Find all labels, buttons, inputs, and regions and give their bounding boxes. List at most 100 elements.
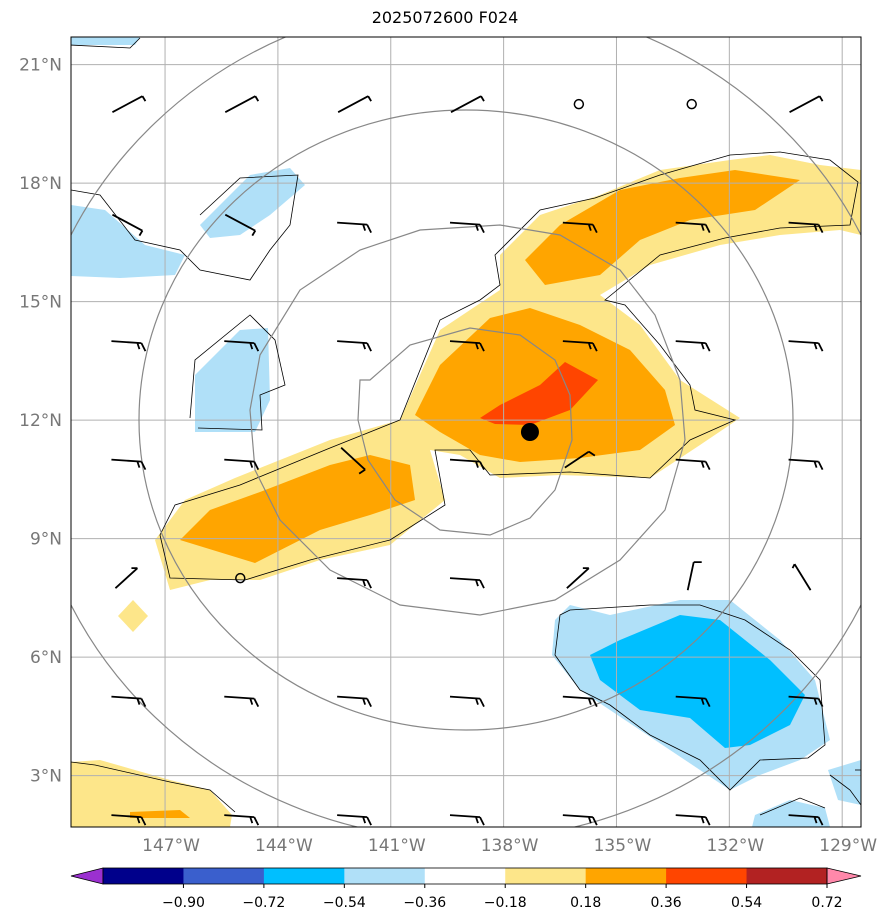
positive-region-small-diamond [118, 600, 148, 632]
positive-red-core [480, 362, 598, 425]
wind-barb [788, 458, 824, 471]
wind-barb [562, 221, 598, 234]
wind-barb [675, 695, 711, 708]
map-frame [70, 36, 862, 828]
wind-barb [562, 340, 598, 352]
negative-region-mid-west [195, 328, 270, 432]
wind-barb [564, 450, 596, 469]
colorbar-tick-label: 0.72 [811, 895, 842, 911]
wind-barb [789, 95, 824, 113]
colorbar-segment [183, 868, 265, 884]
contour-lines [71, 37, 861, 816]
wind-barb [111, 458, 147, 471]
wind-barb [675, 814, 711, 826]
wind-barb [675, 221, 711, 234]
wind-barb [337, 577, 372, 589]
gridlines [71, 37, 861, 827]
colorbar-extend-high [826, 867, 862, 885]
shaded-field [71, 37, 861, 827]
calm-markers [235, 98, 697, 584]
colorbar-tick-label: 0.36 [651, 895, 682, 911]
colorbar-segment [424, 868, 506, 884]
colorbar-segment [585, 868, 667, 884]
colorbar-tick-label: 0.54 [731, 895, 762, 911]
wind-barb [337, 95, 372, 113]
wind-barb [450, 95, 485, 113]
wind-barb [224, 814, 260, 826]
colorbar-tick-label: −0.18 [484, 895, 527, 911]
wind-barb [449, 695, 485, 708]
colorbar: −0.90 −0.72 −0.54 −0.36 −0.18 0.18 0.36 0.54 0.7… [70, 867, 862, 911]
longitude-tick-label: 138°W [481, 836, 539, 856]
colorbar-tick-label: −0.36 [403, 895, 446, 911]
positive-orange-sw-strip [130, 810, 190, 818]
wind-barb [337, 340, 372, 352]
wind-barb [791, 563, 812, 591]
colorbar-extend-low [70, 867, 104, 885]
positive-orange-band-west [180, 455, 415, 563]
latitude-tick-label: 6°N [30, 648, 62, 668]
wind-barb [111, 340, 147, 352]
wind-barbs [111, 95, 824, 826]
wind-barb [340, 446, 366, 475]
positive-region-south-west-corner [71, 760, 232, 827]
wind-barb [562, 695, 598, 708]
wind-barb [224, 340, 260, 352]
wind-barb [675, 458, 711, 471]
wind-barb [449, 340, 485, 352]
latitude-tick-label: 9°N [30, 530, 62, 550]
wind-barb [675, 340, 711, 352]
longitude-tick-label: 132°W [706, 836, 764, 856]
wind-barb [562, 814, 598, 826]
negative-region-se-core [590, 615, 805, 748]
wind-barb [112, 95, 147, 113]
negative-region-n [200, 168, 305, 238]
colorbar-tick-label: 0.18 [570, 895, 601, 911]
longitude-tick-label: 135°W [594, 836, 652, 856]
longitude-labels: 147°W 144°W 141°W 138°W 135°W 132°W 129°W [142, 836, 877, 856]
colorbar-segment [666, 868, 748, 884]
negative-region-se-bottom [752, 800, 830, 827]
colorbar-tick-label: −0.54 [323, 895, 366, 911]
wind-barb [788, 814, 824, 826]
latitude-tick-label: 12°N [19, 411, 62, 431]
colorbar-segment [505, 868, 587, 884]
wind-barb [224, 213, 257, 237]
colorbar-segment [344, 868, 426, 884]
wind-barb [566, 567, 590, 589]
wind-barb [111, 814, 147, 826]
calm-wind-circle [235, 572, 246, 584]
wind-barb [224, 458, 260, 471]
wind-barb [788, 221, 824, 234]
longitude-tick-label: 141°W [368, 836, 426, 856]
range-rings [71, 37, 861, 827]
longitude-tick-label: 147°W [142, 836, 200, 856]
negative-region-nw [71, 205, 185, 278]
latitude-tick-label: 3°N [30, 767, 62, 787]
colorbar-segment [263, 868, 345, 884]
wind-barb [449, 458, 485, 471]
negative-region-top-left [71, 37, 140, 45]
wind-barb [788, 340, 824, 352]
longitude-tick-label: 144°W [255, 836, 313, 856]
wind-barb [112, 213, 144, 237]
latitude-tick-label: 15°N [19, 293, 62, 313]
colorbar-tick-label: −0.72 [242, 895, 285, 911]
colorbar-frame [102, 867, 828, 885]
calm-wind-circle [573, 98, 585, 110]
storm-center-marker [520, 423, 539, 441]
wind-barb [337, 814, 372, 826]
wind-barb [449, 814, 485, 826]
wind-barb [114, 567, 139, 589]
longitude-tick-label: 129°W [819, 836, 877, 856]
wind-barb [111, 695, 147, 708]
wind-barb [337, 695, 372, 708]
positive-orange-band-ne [525, 170, 800, 285]
wind-barb [224, 695, 260, 708]
colorbar-segment [103, 868, 184, 884]
latitude-tick-label: 21°N [19, 56, 62, 76]
latitude-labels: 21°N 18°N 15°N 12°N 9°N 6°N 3°N [19, 56, 62, 787]
calm-wind-circle [686, 98, 697, 110]
wind-barb [224, 95, 260, 113]
